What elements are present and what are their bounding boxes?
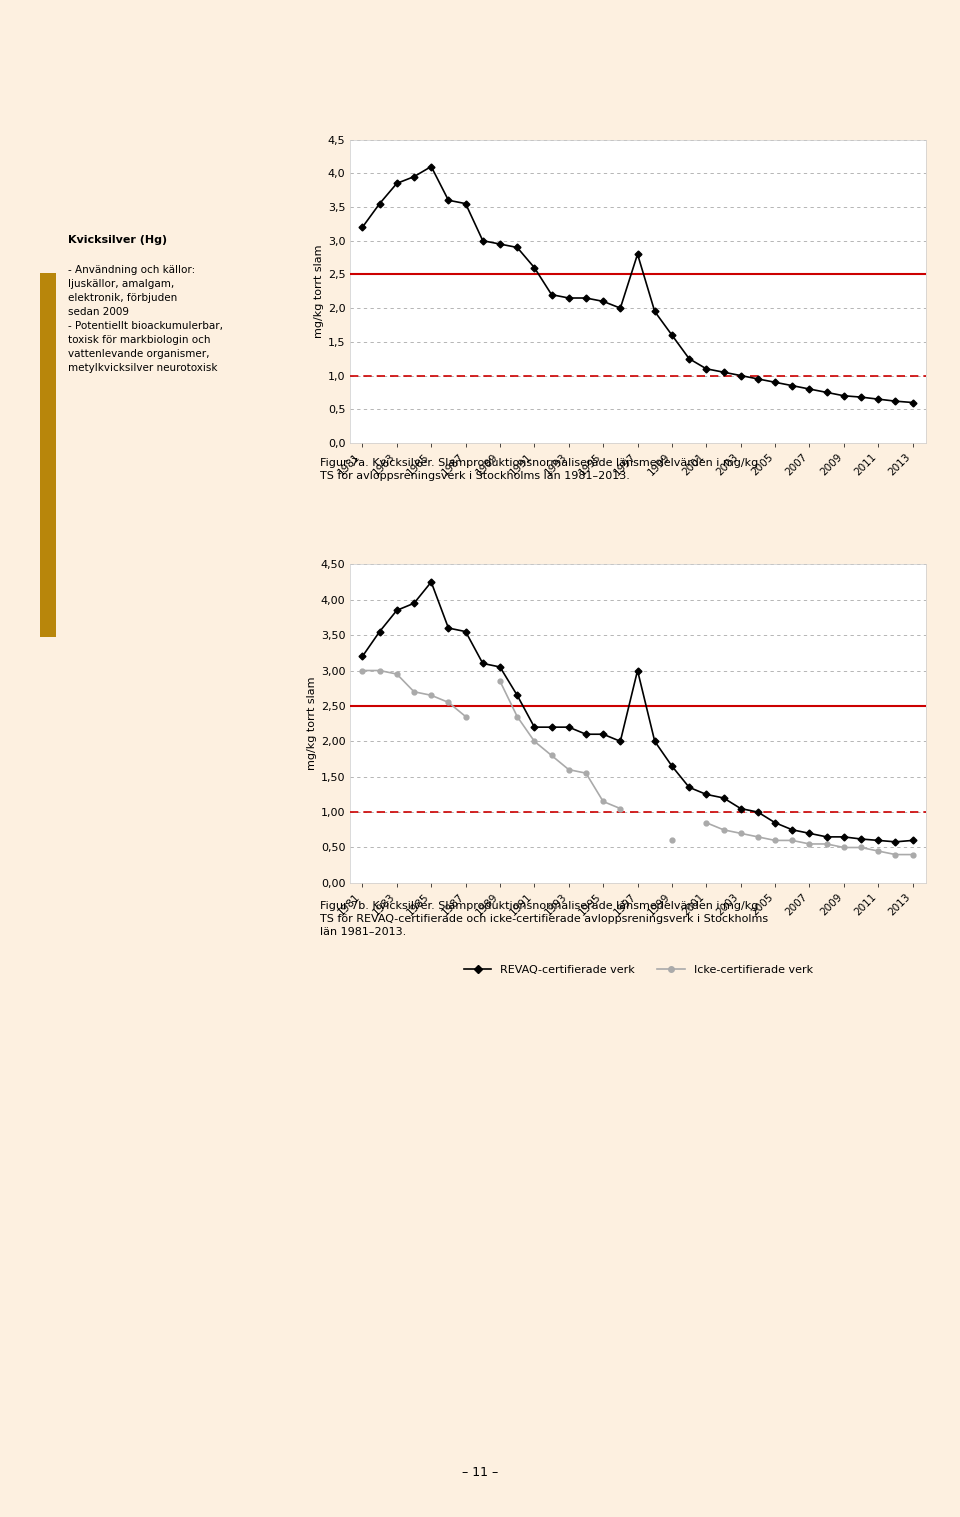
REVAQ-certifierade verk xyxy=(804,824,815,842)
Icke-certifierade verk xyxy=(443,693,454,711)
REVAQ-certifierade verk xyxy=(684,778,695,796)
Line: Icke-certifierade verk: Icke-certifierade verk xyxy=(360,667,915,857)
REVAQ-certifierade verk xyxy=(460,622,471,640)
Text: Kvicksilver (Hg): Kvicksilver (Hg) xyxy=(68,235,167,246)
Icke-certifierade verk xyxy=(357,661,369,680)
Text: - Användning och källor:
ljuskällor, amalgam,
elektronik, förbjuden
sedan 2009
-: - Användning och källor: ljuskällor, ama… xyxy=(68,265,224,373)
REVAQ-certifierade verk xyxy=(890,833,901,851)
Icke-certifierade verk xyxy=(460,707,471,725)
Icke-certifierade verk xyxy=(701,813,712,831)
Legend: REVAQ-certifierade verk, Icke-certifierade verk: REVAQ-certifierade verk, Icke-certifiera… xyxy=(459,960,818,980)
Text: Figur 7a. Kvicksilver. Slamproduktionsnormaliserade länsmedelvärden i mg/kg
TS f: Figur 7a. Kvicksilver. Slamproduktionsno… xyxy=(320,458,758,481)
REVAQ-certifierade verk xyxy=(614,733,626,751)
Icke-certifierade verk xyxy=(838,839,850,857)
REVAQ-certifierade verk xyxy=(649,733,660,751)
REVAQ-certifierade verk xyxy=(735,799,747,818)
REVAQ-certifierade verk xyxy=(821,828,832,846)
REVAQ-certifierade verk xyxy=(769,813,780,831)
Line: REVAQ-certifierade verk: REVAQ-certifierade verk xyxy=(360,579,915,845)
Icke-certifierade verk xyxy=(425,686,437,704)
REVAQ-certifierade verk xyxy=(494,658,506,677)
Icke-certifierade verk xyxy=(855,839,867,857)
Icke-certifierade verk xyxy=(735,824,747,842)
REVAQ-certifierade verk xyxy=(838,828,850,846)
REVAQ-certifierade verk xyxy=(477,654,489,672)
REVAQ-certifierade verk xyxy=(786,821,798,839)
Icke-certifierade verk xyxy=(529,733,540,751)
Bar xyxy=(40,273,56,637)
Icke-certifierade verk xyxy=(512,707,523,725)
REVAQ-certifierade verk xyxy=(512,686,523,704)
Icke-certifierade verk xyxy=(391,664,402,683)
REVAQ-certifierade verk xyxy=(546,718,558,736)
Icke-certifierade verk xyxy=(597,792,609,810)
Icke-certifierade verk xyxy=(373,661,385,680)
Icke-certifierade verk xyxy=(769,831,780,850)
Icke-certifierade verk xyxy=(666,831,678,850)
REVAQ-certifierade verk xyxy=(907,831,919,850)
REVAQ-certifierade verk xyxy=(718,789,730,807)
Icke-certifierade verk xyxy=(873,842,884,860)
Text: – 11 –: – 11 – xyxy=(462,1465,498,1479)
Icke-certifierade verk xyxy=(408,683,420,701)
REVAQ-certifierade verk xyxy=(580,725,591,743)
Y-axis label: mg/kg torrt slam: mg/kg torrt slam xyxy=(314,244,324,338)
REVAQ-certifierade verk xyxy=(632,661,643,680)
Y-axis label: mg/kg torrt slam: mg/kg torrt slam xyxy=(307,677,317,771)
Icke-certifierade verk xyxy=(580,765,591,783)
REVAQ-certifierade verk xyxy=(701,786,712,804)
Icke-certifierade verk xyxy=(752,828,763,846)
REVAQ-certifierade verk xyxy=(373,622,385,640)
Icke-certifierade verk xyxy=(494,672,506,690)
Icke-certifierade verk xyxy=(890,845,901,863)
Icke-certifierade verk xyxy=(907,845,919,863)
Icke-certifierade verk xyxy=(718,821,730,839)
Icke-certifierade verk xyxy=(804,834,815,853)
Icke-certifierade verk xyxy=(786,831,798,850)
REVAQ-certifierade verk xyxy=(752,802,763,821)
REVAQ-certifierade verk xyxy=(855,830,867,848)
REVAQ-certifierade verk xyxy=(391,601,402,619)
REVAQ-certifierade verk xyxy=(425,573,437,592)
REVAQ-certifierade verk xyxy=(873,831,884,850)
REVAQ-certifierade verk xyxy=(408,595,420,613)
Icke-certifierade verk xyxy=(821,834,832,853)
REVAQ-certifierade verk xyxy=(529,718,540,736)
REVAQ-certifierade verk xyxy=(597,725,609,743)
REVAQ-certifierade verk xyxy=(443,619,454,637)
Text: Figur 7b. Kvicksilver. Slamproduktionsnormaliserade länsmedelvärden i mg/kg
TS f: Figur 7b. Kvicksilver. Slamproduktionsno… xyxy=(320,901,768,938)
Icke-certifierade verk xyxy=(563,760,574,778)
Icke-certifierade verk xyxy=(614,799,626,818)
Icke-certifierade verk xyxy=(546,746,558,765)
REVAQ-certifierade verk xyxy=(563,718,574,736)
REVAQ-certifierade verk xyxy=(666,757,678,775)
REVAQ-certifierade verk xyxy=(357,648,369,666)
